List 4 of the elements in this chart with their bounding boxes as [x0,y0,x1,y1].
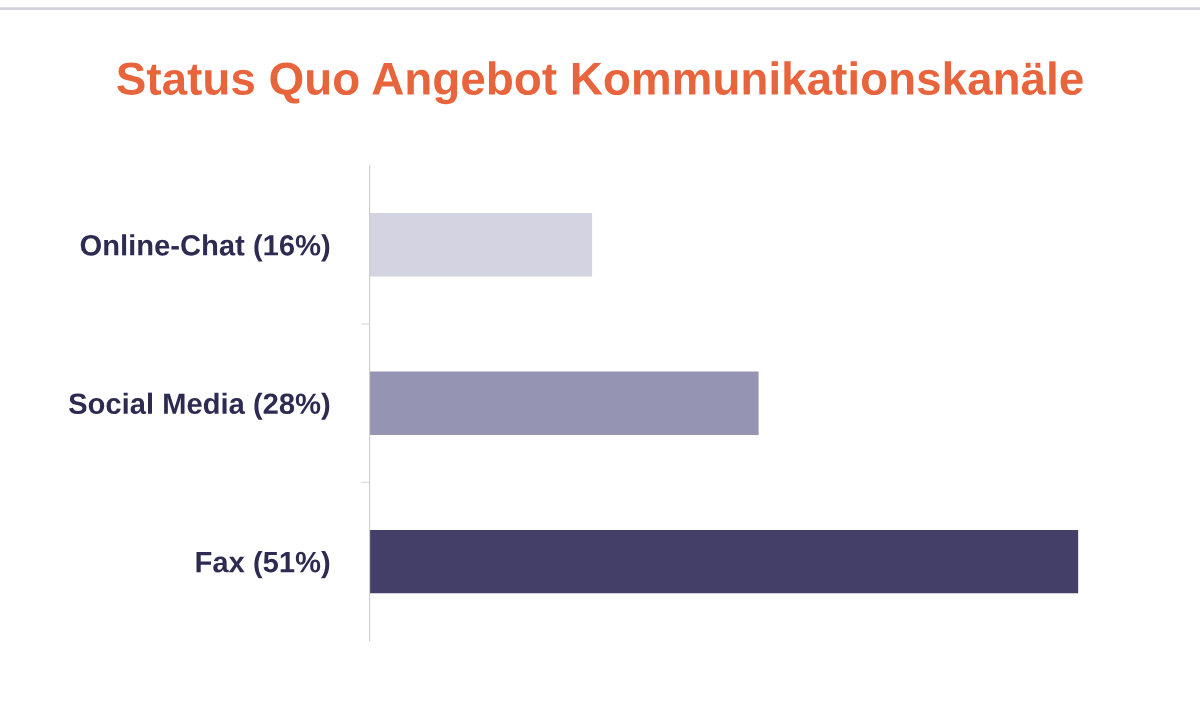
y-tick-label: Social Media (28%) [68,392,330,420]
y-tick-label: Online-Chat (16%) [80,234,330,262]
chart-title: Status Quo Angebot Kommunikationskanäle [117,61,1083,105]
y-tick-label: Fax (51%) [196,551,330,579]
